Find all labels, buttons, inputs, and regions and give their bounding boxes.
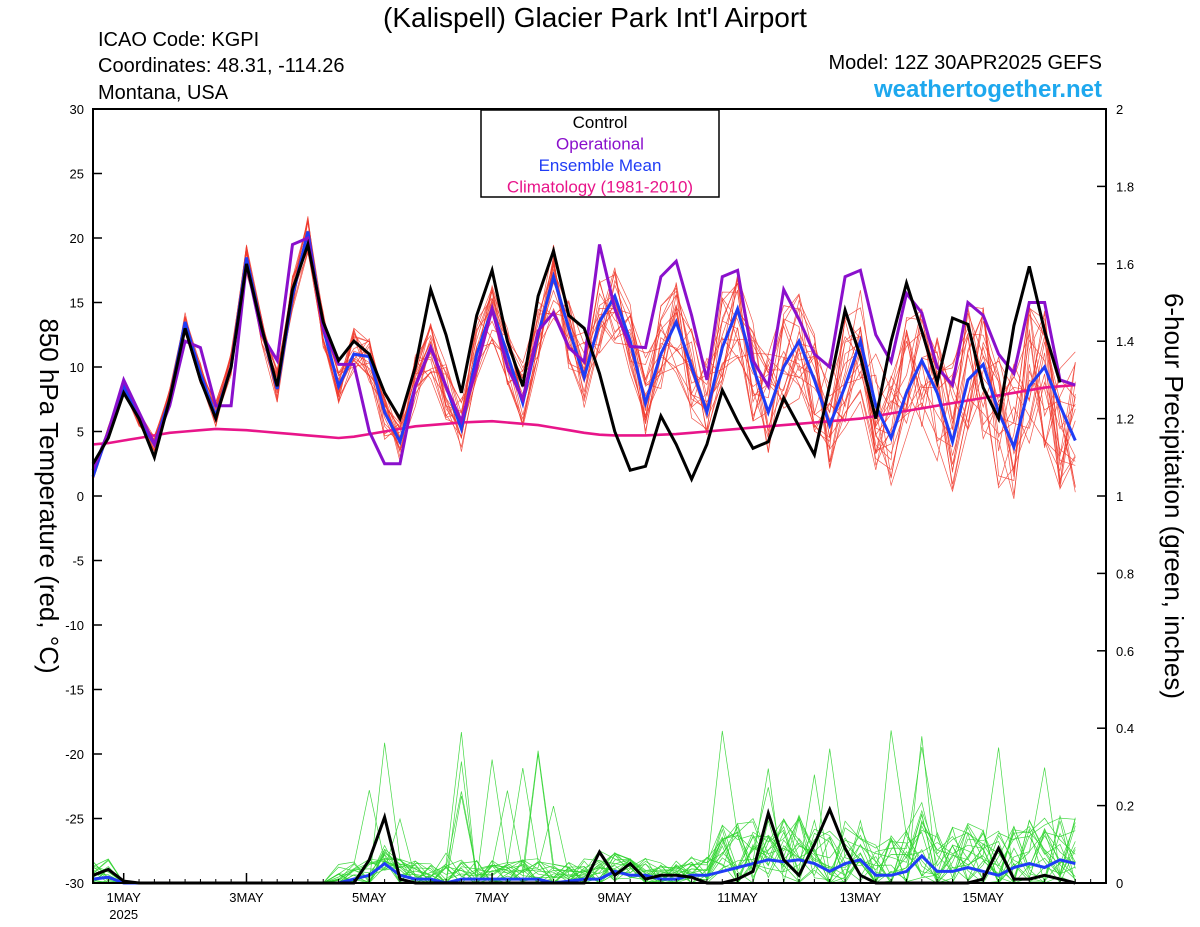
coordinates: Coordinates: 48.31, -114.26 bbox=[98, 55, 345, 77]
precipitation-member-line bbox=[93, 790, 1076, 884]
y-right-tick-label: 0 bbox=[1116, 876, 1123, 891]
y-left-tick-label: -25 bbox=[65, 812, 84, 827]
x-tick-label: 7MAY bbox=[475, 890, 510, 905]
region: Montana, USA bbox=[98, 82, 229, 104]
legend: Control Operational Ensemble Mean Climatolo… bbox=[480, 109, 720, 198]
temperature-member-line bbox=[92, 251, 1076, 481]
y-right-tick-label: 0.8 bbox=[1116, 566, 1134, 581]
y-left-tick-label: 30 bbox=[70, 102, 84, 117]
y-right-tick-label: 0.4 bbox=[1116, 721, 1134, 736]
legend-item-label: Operational bbox=[556, 135, 644, 154]
site-link[interactable]: weathertogether.net bbox=[873, 76, 1102, 103]
plot-frame bbox=[92, 108, 1107, 884]
climatology-line bbox=[92, 383, 1076, 446]
y-left-tick-label: 20 bbox=[70, 231, 84, 246]
x-tick-label: 13MAY bbox=[840, 890, 882, 905]
y-right-tick-label: 0.2 bbox=[1116, 799, 1134, 814]
y-left-tick-label: 15 bbox=[70, 296, 84, 311]
y-left-tick-label: 10 bbox=[70, 360, 84, 375]
temperature-member-line bbox=[92, 250, 1076, 481]
x-tick-year-label: 2025 bbox=[109, 907, 138, 922]
y-left-tick-label: -30 bbox=[65, 876, 84, 891]
temperature-member-line bbox=[92, 246, 1076, 487]
y-left-tick-label: 25 bbox=[70, 167, 84, 182]
icao-code: ICAO Code: KGPI bbox=[98, 29, 260, 51]
legend-item-label: Climatology (1981-2010) bbox=[507, 178, 693, 197]
precipitation-member-line bbox=[92, 768, 1076, 885]
y-left-tick-label: 0 bbox=[77, 489, 84, 504]
model-run: Model: 12Z 30APR2025 GEFS bbox=[828, 52, 1102, 74]
precipitation-member-line bbox=[92, 768, 1076, 884]
legend-box bbox=[480, 109, 720, 198]
y-right-tick-label: 2 bbox=[1116, 102, 1123, 117]
y-right-tick-label: 0.6 bbox=[1116, 644, 1134, 659]
y-left-tick-label: -15 bbox=[65, 683, 84, 698]
x-tick-label: 1MAY bbox=[106, 890, 141, 905]
x-tick-label: 15MAY bbox=[962, 890, 1004, 905]
temperature-member-line bbox=[92, 246, 1076, 486]
series-lines bbox=[91, 231, 1077, 885]
precipitation-member-line bbox=[92, 787, 1076, 884]
y-left-tick-label: 5 bbox=[77, 425, 84, 440]
x-tick-label: 11MAY bbox=[717, 890, 758, 905]
chart-title: (Kalispell) Glacier Park Int'l Airport bbox=[383, 2, 807, 33]
y-right-tick-label: 1.6 bbox=[1116, 257, 1134, 272]
control-temperature-line bbox=[91, 238, 1062, 483]
x-tick-label: 9MAY bbox=[598, 890, 633, 905]
y-right-tick-label: 1.2 bbox=[1116, 412, 1134, 427]
legend-item-label: Control bbox=[573, 113, 628, 132]
x-tick-label: 5MAY bbox=[352, 890, 387, 905]
y-axis-left-label: 850 hPa Temperature (red, °C) bbox=[34, 318, 64, 673]
y-right-tick-label: 1.4 bbox=[1116, 334, 1134, 349]
y-right-tick-label: 1 bbox=[1116, 489, 1123, 504]
precipitation-member-line bbox=[92, 759, 1076, 885]
y-left-tick-label: -20 bbox=[65, 747, 84, 762]
y-left-tick-label: -10 bbox=[65, 618, 84, 633]
y-right-tick-label: 1.8 bbox=[1116, 179, 1134, 194]
legend-item-label: Ensemble Mean bbox=[539, 156, 662, 175]
axes: 302520151050-5-10-15-20-25-3021.81.61.41… bbox=[65, 102, 1134, 922]
x-tick-label: 3MAY bbox=[229, 890, 264, 905]
y-left-tick-label: -5 bbox=[72, 554, 84, 569]
y-axis-right-label: 6-hour Precipitation (green, inches) bbox=[1159, 293, 1189, 699]
